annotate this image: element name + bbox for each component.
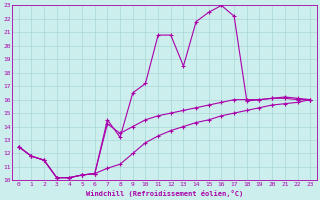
X-axis label: Windchill (Refroidissement éolien,°C): Windchill (Refroidissement éolien,°C) bbox=[86, 190, 243, 197]
